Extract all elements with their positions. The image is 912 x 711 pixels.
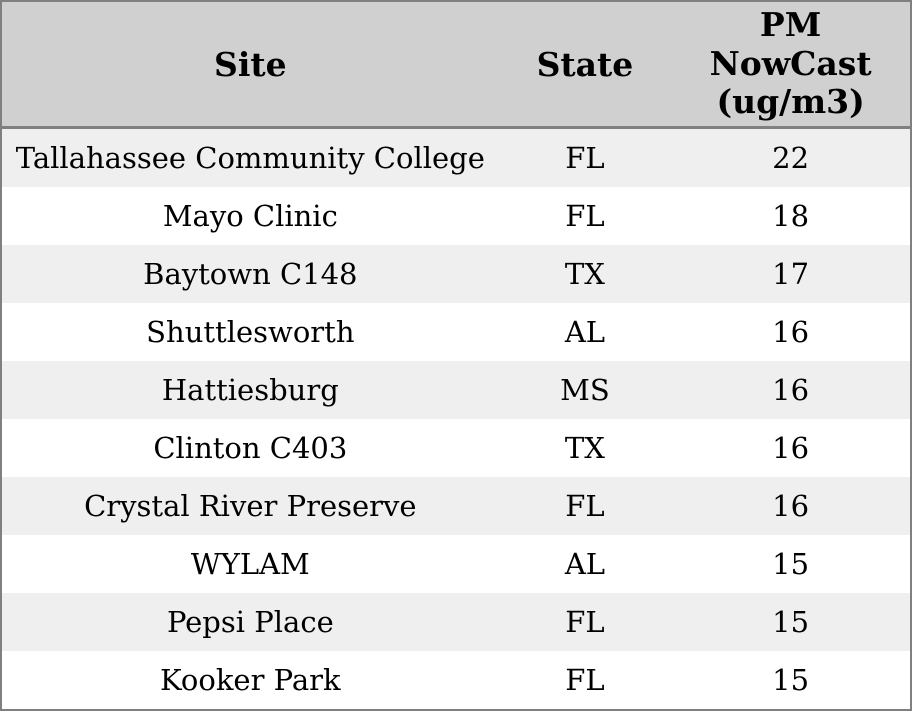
pm-nowcast-cell: 16 bbox=[671, 419, 910, 477]
state-cell: TX bbox=[498, 245, 672, 303]
state-cell: FL bbox=[498, 187, 672, 245]
state-cell: FL bbox=[498, 651, 672, 709]
pm-nowcast-cell: 16 bbox=[671, 361, 910, 419]
pm-nowcast-cell: 17 bbox=[671, 245, 910, 303]
table-header: Site State PM NowCast (ug/m3) bbox=[2, 2, 910, 129]
pm-nowcast-cell: 22 bbox=[671, 127, 910, 187]
site-cell: Hattiesburg bbox=[2, 361, 499, 419]
column-header-site: Site bbox=[2, 2, 499, 129]
state-cell: FL bbox=[498, 477, 672, 535]
state-cell: AL bbox=[498, 535, 672, 593]
site-cell: Kooker Park bbox=[2, 651, 499, 709]
state-cell: FL bbox=[498, 127, 672, 187]
site-cell: Mayo Clinic bbox=[2, 187, 499, 245]
table-row: Shuttlesworth AL 16 bbox=[2, 303, 910, 361]
table-row: Mayo Clinic FL 18 bbox=[2, 187, 910, 245]
table-row: Crystal River Preserve FL 16 bbox=[2, 477, 910, 535]
state-cell: FL bbox=[498, 593, 672, 651]
state-cell: MS bbox=[498, 361, 672, 419]
site-cell: Pepsi Place bbox=[2, 593, 499, 651]
site-cell: Crystal River Preserve bbox=[2, 477, 499, 535]
site-cell: Tallahassee Community College bbox=[2, 127, 499, 187]
pm-nowcast-cell: 16 bbox=[671, 477, 910, 535]
site-cell: Baytown C148 bbox=[2, 245, 499, 303]
pm-nowcast-cell: 15 bbox=[671, 593, 910, 651]
table-row: Hattiesburg MS 16 bbox=[2, 361, 910, 419]
column-header-state: State bbox=[498, 2, 672, 129]
table-row: Kooker Park FL 15 bbox=[2, 651, 910, 709]
table-row: Baytown C148 TX 17 bbox=[2, 245, 910, 303]
site-cell: Shuttlesworth bbox=[2, 303, 499, 361]
site-cell: Clinton C403 bbox=[2, 419, 499, 477]
pm-nowcast-cell: 16 bbox=[671, 303, 910, 361]
pm-nowcast-cell: 15 bbox=[671, 651, 910, 709]
header-row: Site State PM NowCast (ug/m3) bbox=[2, 2, 910, 129]
state-cell: TX bbox=[498, 419, 672, 477]
pm-nowcast-cell: 15 bbox=[671, 535, 910, 593]
site-cell: WYLAM bbox=[2, 535, 499, 593]
state-cell: AL bbox=[498, 303, 672, 361]
table-row: Pepsi Place FL 15 bbox=[2, 593, 910, 651]
pm-nowcast-cell: 18 bbox=[671, 187, 910, 245]
table-row: Clinton C403 TX 16 bbox=[2, 419, 910, 477]
column-header-pm-nowcast: PM NowCast (ug/m3) bbox=[671, 2, 910, 129]
table-body: Tallahassee Community College FL 22 Mayo Cl… bbox=[2, 127, 910, 709]
table-row: Tallahassee Community College FL 22 bbox=[2, 127, 910, 187]
table-row: WYLAM AL 15 bbox=[2, 535, 910, 593]
